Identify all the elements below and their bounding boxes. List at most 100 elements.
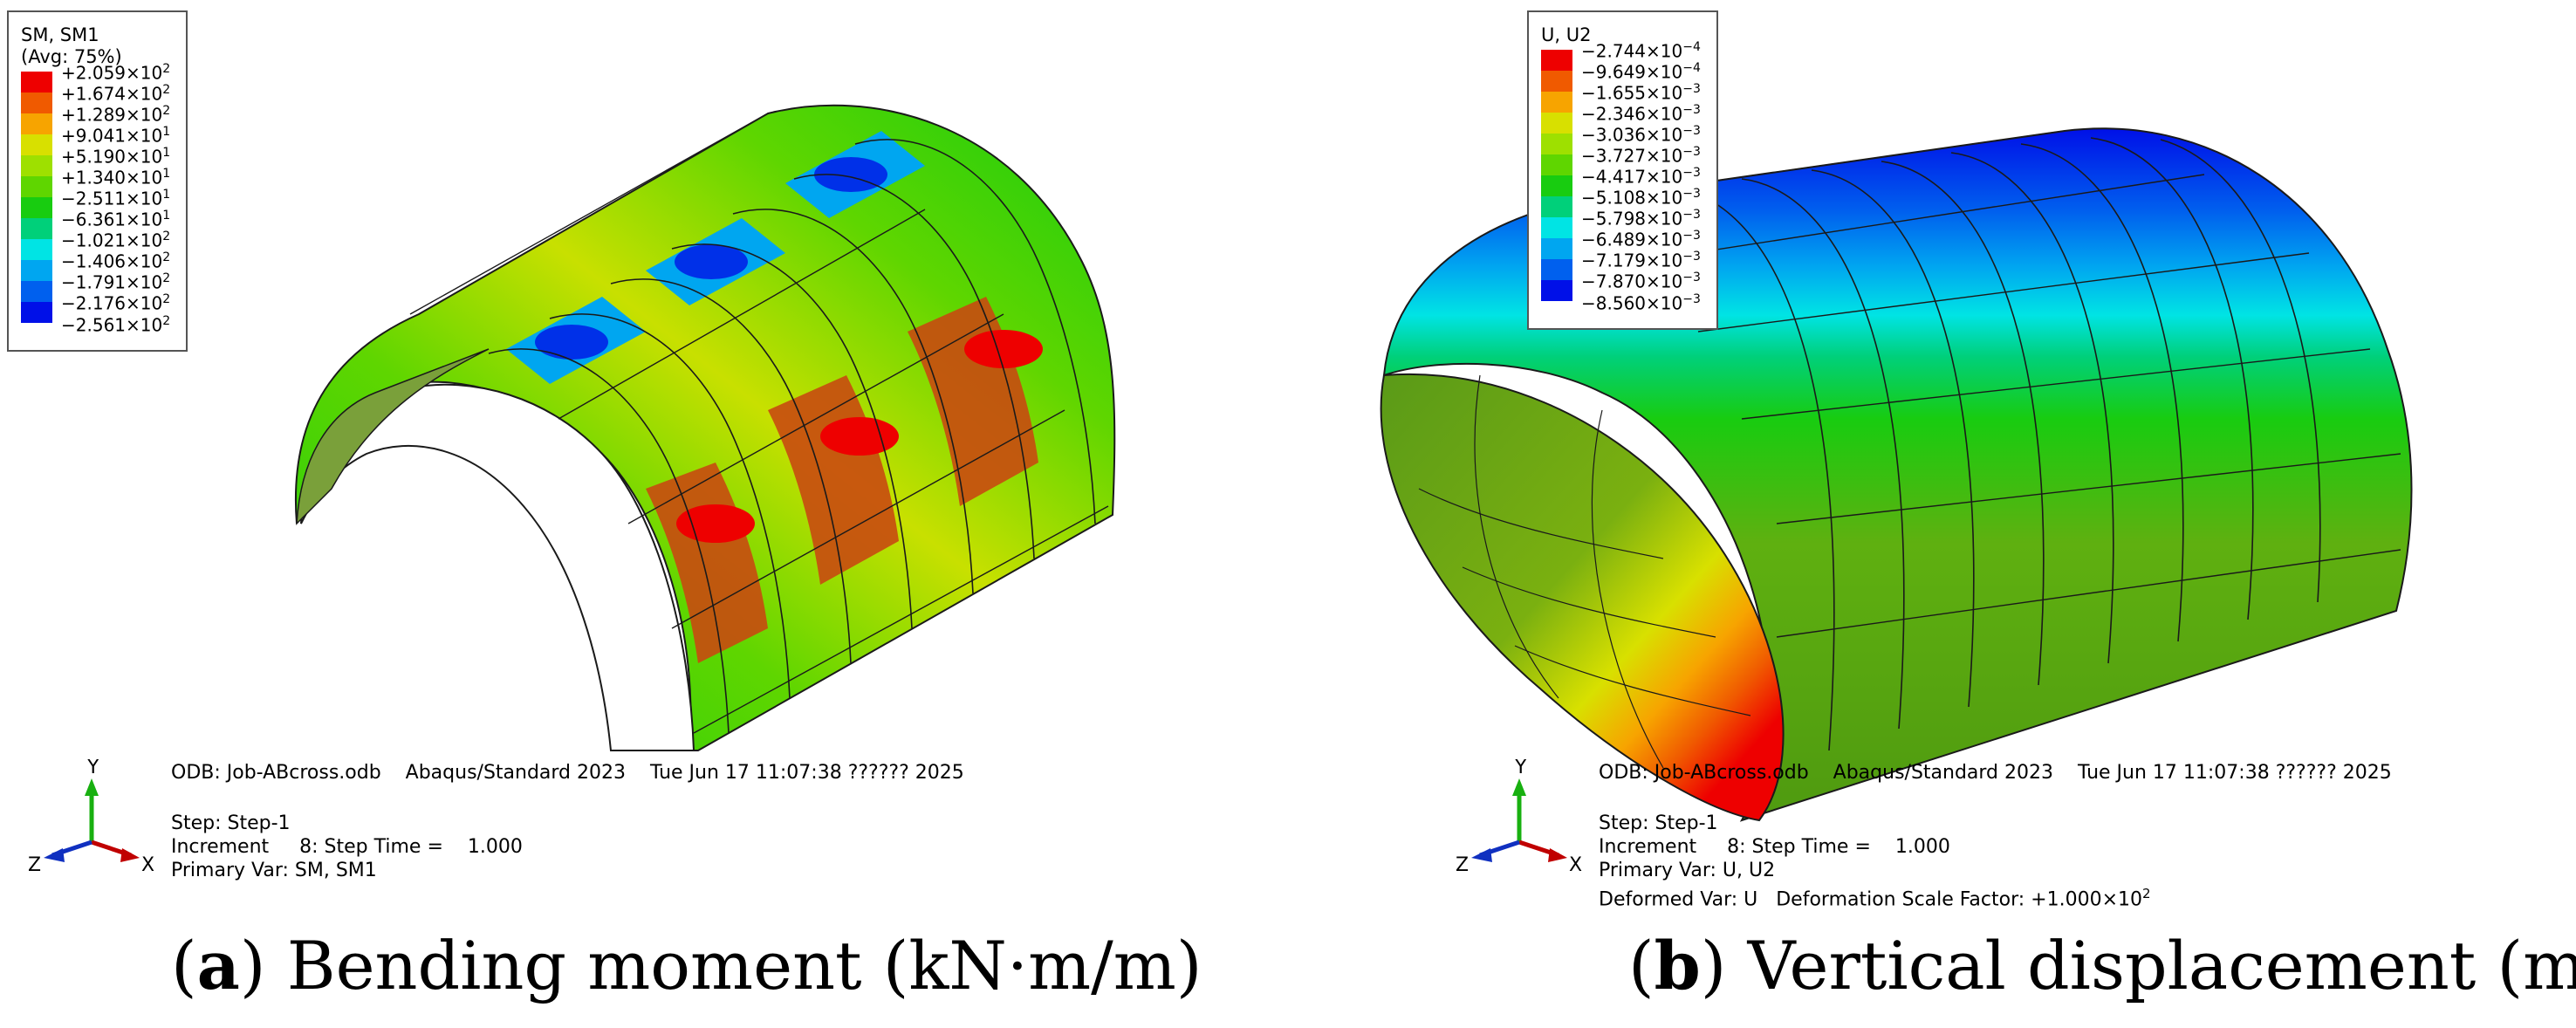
legend-title: SM, SM1 <box>21 24 99 45</box>
max-moment-spot-1 <box>676 504 755 543</box>
legend-entry: −3.727×10−3 <box>1541 145 1701 175</box>
primary-var-label: Primary Var: U, U2 <box>1599 860 1776 881</box>
panel-b-vertical-displacement: U, U2 −2.744×10−4 −9.649×10−4 −1.655×10−3−… <box>1288 0 2576 1028</box>
legend-title: U, U2 <box>1541 24 1592 45</box>
step-label: Step: Step-1 <box>1599 812 1718 834</box>
primary-var-label: Primary Var: SM, SM1 <box>171 860 377 881</box>
legend-value: −6.361×101 <box>61 208 171 230</box>
legend-value: −7.179×10−3 <box>1581 249 1701 271</box>
legend-entry: −4.417×10−3 <box>1541 166 1701 196</box>
legend-value-min: −2.561×102 <box>61 314 171 336</box>
legend-swatch <box>21 281 52 302</box>
legend-swatch <box>1541 92 1572 113</box>
legend-swatch <box>21 134 52 155</box>
step-info: Step: Step-1 Increment 8: Step Time = 1.0… <box>1599 812 2151 911</box>
legend-entry: +9.041×101 <box>21 125 170 155</box>
legend-value: −9.649×10−4 <box>1581 60 1701 83</box>
legend-swatch <box>21 176 52 197</box>
legend-value: −5.798×10−3 <box>1581 207 1701 230</box>
axis-label-x: X <box>1569 854 1582 876</box>
caption-label: b <box>1654 927 1701 1004</box>
legend-entry: −2.744×10−4 <box>1541 40 1701 71</box>
legend-value: −7.870×10−3 <box>1581 270 1701 292</box>
legend-entry: −2.176×102 <box>21 292 170 323</box>
increment-label: Increment 8: Step Time = 1.000 <box>171 836 523 858</box>
legend-entry: −5.108×10−3 <box>1541 187 1701 217</box>
legend-value: −1.021×102 <box>61 229 171 251</box>
legend-entry: −9.649×10−4 <box>1541 61 1701 92</box>
min-moment-spot-3 <box>814 157 887 192</box>
coordinate-triad: Y X Z <box>1456 759 1582 876</box>
legend-entry: +2.059×102 <box>21 62 170 93</box>
axis-label-z: Z <box>28 854 41 876</box>
legend-swatch <box>1541 154 1572 175</box>
legend-swatch <box>21 93 52 113</box>
step-label: Step: Step-1 <box>171 812 291 834</box>
legend-entry: −1.791×102 <box>21 271 170 302</box>
legend-value: −5.108×10−3 <box>1581 186 1701 209</box>
legend-value: −3.727×10−3 <box>1581 144 1701 167</box>
legend-entry: +1.289×102 <box>21 104 170 134</box>
legend-value: −1.655×10−3 <box>1581 81 1701 104</box>
panel-a-bending-moment: SM, SM1 (Avg: 75%) +2.059×102 +1.674×102 +… <box>7 10 1202 1004</box>
legend-value: +1.289×102 <box>61 103 171 126</box>
legend-value: −2.346×10−3 <box>1581 102 1701 125</box>
max-moment-spot-2 <box>820 417 899 456</box>
min-moment-spot-2 <box>675 244 748 279</box>
legend-value: −6.489×10−3 <box>1581 228 1701 250</box>
coordinate-triad: Y X Z <box>28 759 154 876</box>
legend-swatch <box>1541 113 1572 134</box>
legend-rows: +2.059×102 +1.674×102 +1.289×102 +9.041×101… <box>21 62 171 336</box>
arch-model-contour <box>294 104 1116 751</box>
longitudinal-joint-lines <box>409 113 1109 734</box>
legend-swatch <box>21 260 52 281</box>
segment-ring-lines <box>488 139 1096 734</box>
legend-entry: +1.674×102 <box>21 83 170 113</box>
axis-label-x: X <box>141 854 154 876</box>
odb-info-line: ODB: Job-ABcross.odb Abaqus/Standard 202… <box>1599 762 2392 784</box>
legend-swatch <box>21 197 52 218</box>
min-moment-spot-1 <box>535 325 608 360</box>
legend-swatch <box>1541 217 1572 238</box>
legend-swatch <box>1541 238 1572 259</box>
legend-swatch <box>1541 50 1572 71</box>
caption-a: (a) Bending moment (kN·m/m) <box>171 927 1202 1004</box>
caption-text: Bending moment (kN·m/m) <box>265 927 1202 1004</box>
legend-averaging: (Avg: 75%) <box>21 46 122 67</box>
legend-rows: −2.744×10−4 −9.649×10−4 −1.655×10−3 −2.346×… <box>1541 40 1701 314</box>
tunnel-longitudinal-lines <box>1575 130 2401 638</box>
axis-label-y: Y <box>86 759 99 778</box>
odb-info-line: ODB: Job-ABcross.odb Abaqus/Standard 202… <box>171 762 964 784</box>
legend-entry: −1.655×10−3 <box>1541 82 1701 113</box>
legend-swatch <box>21 113 52 134</box>
legend-swatch <box>1541 134 1572 154</box>
legend-swatch <box>21 239 52 260</box>
legend-value-min: −8.560×10−3 <box>1581 292 1701 314</box>
legend-swatch <box>1541 259 1572 280</box>
legend-swatch <box>1541 280 1572 301</box>
legend-entry: −2.346×10−3 <box>1541 103 1701 134</box>
legend-entry: +5.190×101 <box>21 146 170 176</box>
legend-swatch <box>21 302 52 323</box>
legend-entry: −7.870×10−3 <box>1541 271 1701 301</box>
legend-value: +9.041×101 <box>61 124 171 147</box>
legend-entry: +1.340×101 <box>21 167 170 197</box>
caption-text: Vertical displacement (m) <box>1726 927 2576 1004</box>
legend-value: −1.791×102 <box>61 271 171 293</box>
legend-swatch <box>21 72 52 93</box>
legend-entry: −1.021×102 <box>21 230 170 260</box>
caption-b: (b) Vertical displacement (m) <box>1628 927 2576 1005</box>
inner-face-lines <box>1418 374 1751 769</box>
legend-value: +1.340×101 <box>61 166 171 188</box>
max-moment-spot-3 <box>964 330 1043 368</box>
axis-label-y: Y <box>1514 759 1527 778</box>
legend-value: +2.059×102 <box>61 61 171 84</box>
legend-swatch <box>1541 196 1572 217</box>
deformed-var-label: Deformed Var: U Deformation Scale Factor… <box>1599 886 2151 911</box>
legend-swatch <box>21 155 52 176</box>
legend-value: +5.190×101 <box>61 145 171 168</box>
increment-label: Increment 8: Step Time = 1.000 <box>1599 836 1950 858</box>
legend-value: −3.036×10−3 <box>1581 123 1701 146</box>
legend-entry: −1.406×102 <box>21 250 170 281</box>
legend-entry: −6.361×101 <box>21 209 170 239</box>
